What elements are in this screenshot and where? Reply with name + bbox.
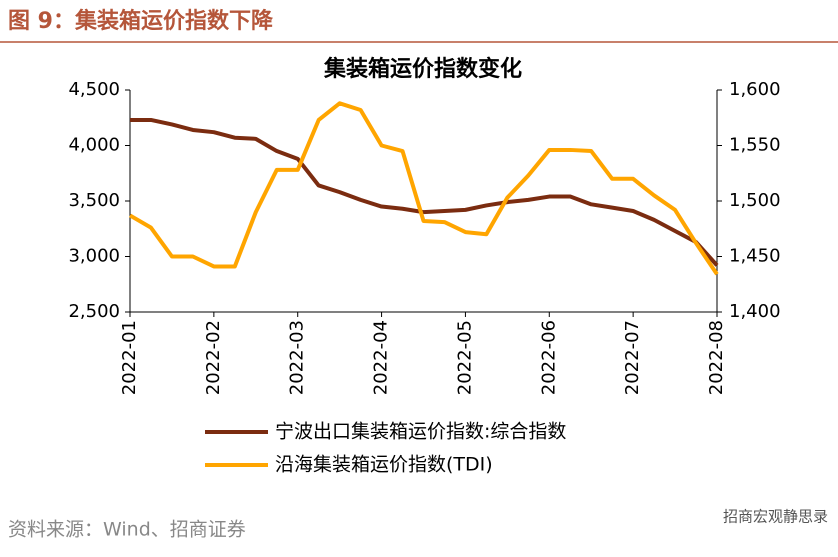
x-tick-label: 2022-08	[706, 320, 727, 395]
watermark: 招商宏观静思录	[723, 508, 828, 526]
y2-tick-label: 1,600	[729, 79, 781, 100]
series-line	[128, 101, 719, 276]
source: 资料来源：Wind、招商证券	[8, 519, 246, 541]
x-tick-label: 2022-07	[622, 320, 643, 395]
legend-label: 沿海集装箱运价指数(TDI)	[275, 454, 493, 476]
x-tick-label: 2022-05	[454, 320, 475, 395]
x-tick-label: 2022-04	[371, 320, 392, 395]
y-tick-label: 4,000	[68, 135, 120, 156]
x-tick-label: 2022-06	[538, 320, 559, 395]
y-tick-label: 2,500	[68, 301, 120, 322]
y2-tick-label: 1,550	[729, 135, 781, 156]
y2-tick-label: 1,450	[729, 246, 781, 267]
y-tick-label: 3,500	[68, 190, 120, 211]
x-tick-label: 2022-02	[203, 320, 224, 395]
series-line	[130, 117, 719, 267]
x-tick-label: 2022-01	[119, 320, 140, 395]
legend-label: 宁波出口集装箱运价指数:综合指数	[275, 421, 566, 443]
y2-tick-label: 1,400	[729, 301, 781, 322]
y-tick-label: 4,500	[68, 79, 120, 100]
x-tick-label: 2022-03	[287, 320, 308, 395]
chart-title: 集装箱运价指数变化	[323, 56, 522, 82]
y-tick-label: 3,000	[68, 246, 120, 267]
figure-caption: 图 9：集装箱运价指数下降	[8, 8, 274, 34]
y2-tick-label: 1,500	[729, 190, 781, 211]
